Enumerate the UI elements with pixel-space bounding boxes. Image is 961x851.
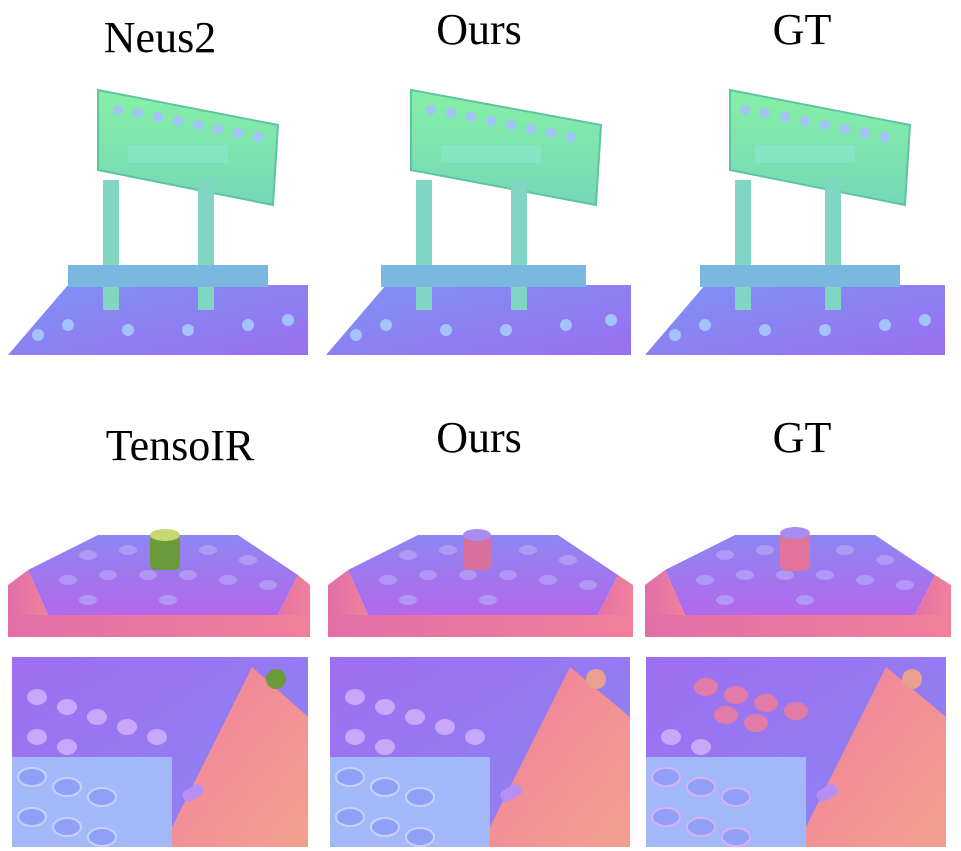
crop-wedge-gt bbox=[646, 657, 946, 847]
label-neus2: Neus2 bbox=[103, 13, 217, 62]
label-ours-top: Ours bbox=[436, 5, 522, 54]
label-gt-bottom: GT bbox=[772, 413, 832, 462]
crop-wedge-tensoir bbox=[12, 657, 308, 847]
crop-plate-ours bbox=[328, 515, 633, 637]
lego-normal-render-neus2 bbox=[8, 85, 318, 360]
lego-normal-render-gt-top bbox=[645, 85, 955, 360]
crop-wedge-ours bbox=[330, 657, 630, 847]
label-tensoir: TensoIR bbox=[105, 421, 255, 470]
label-ours-bottom: Ours bbox=[436, 413, 522, 462]
lego-normal-render-ours-top bbox=[326, 85, 638, 360]
crop-plate-gt bbox=[645, 515, 951, 637]
label-gt-top: GT bbox=[772, 5, 832, 54]
crop-plate-tensoir bbox=[8, 515, 310, 637]
